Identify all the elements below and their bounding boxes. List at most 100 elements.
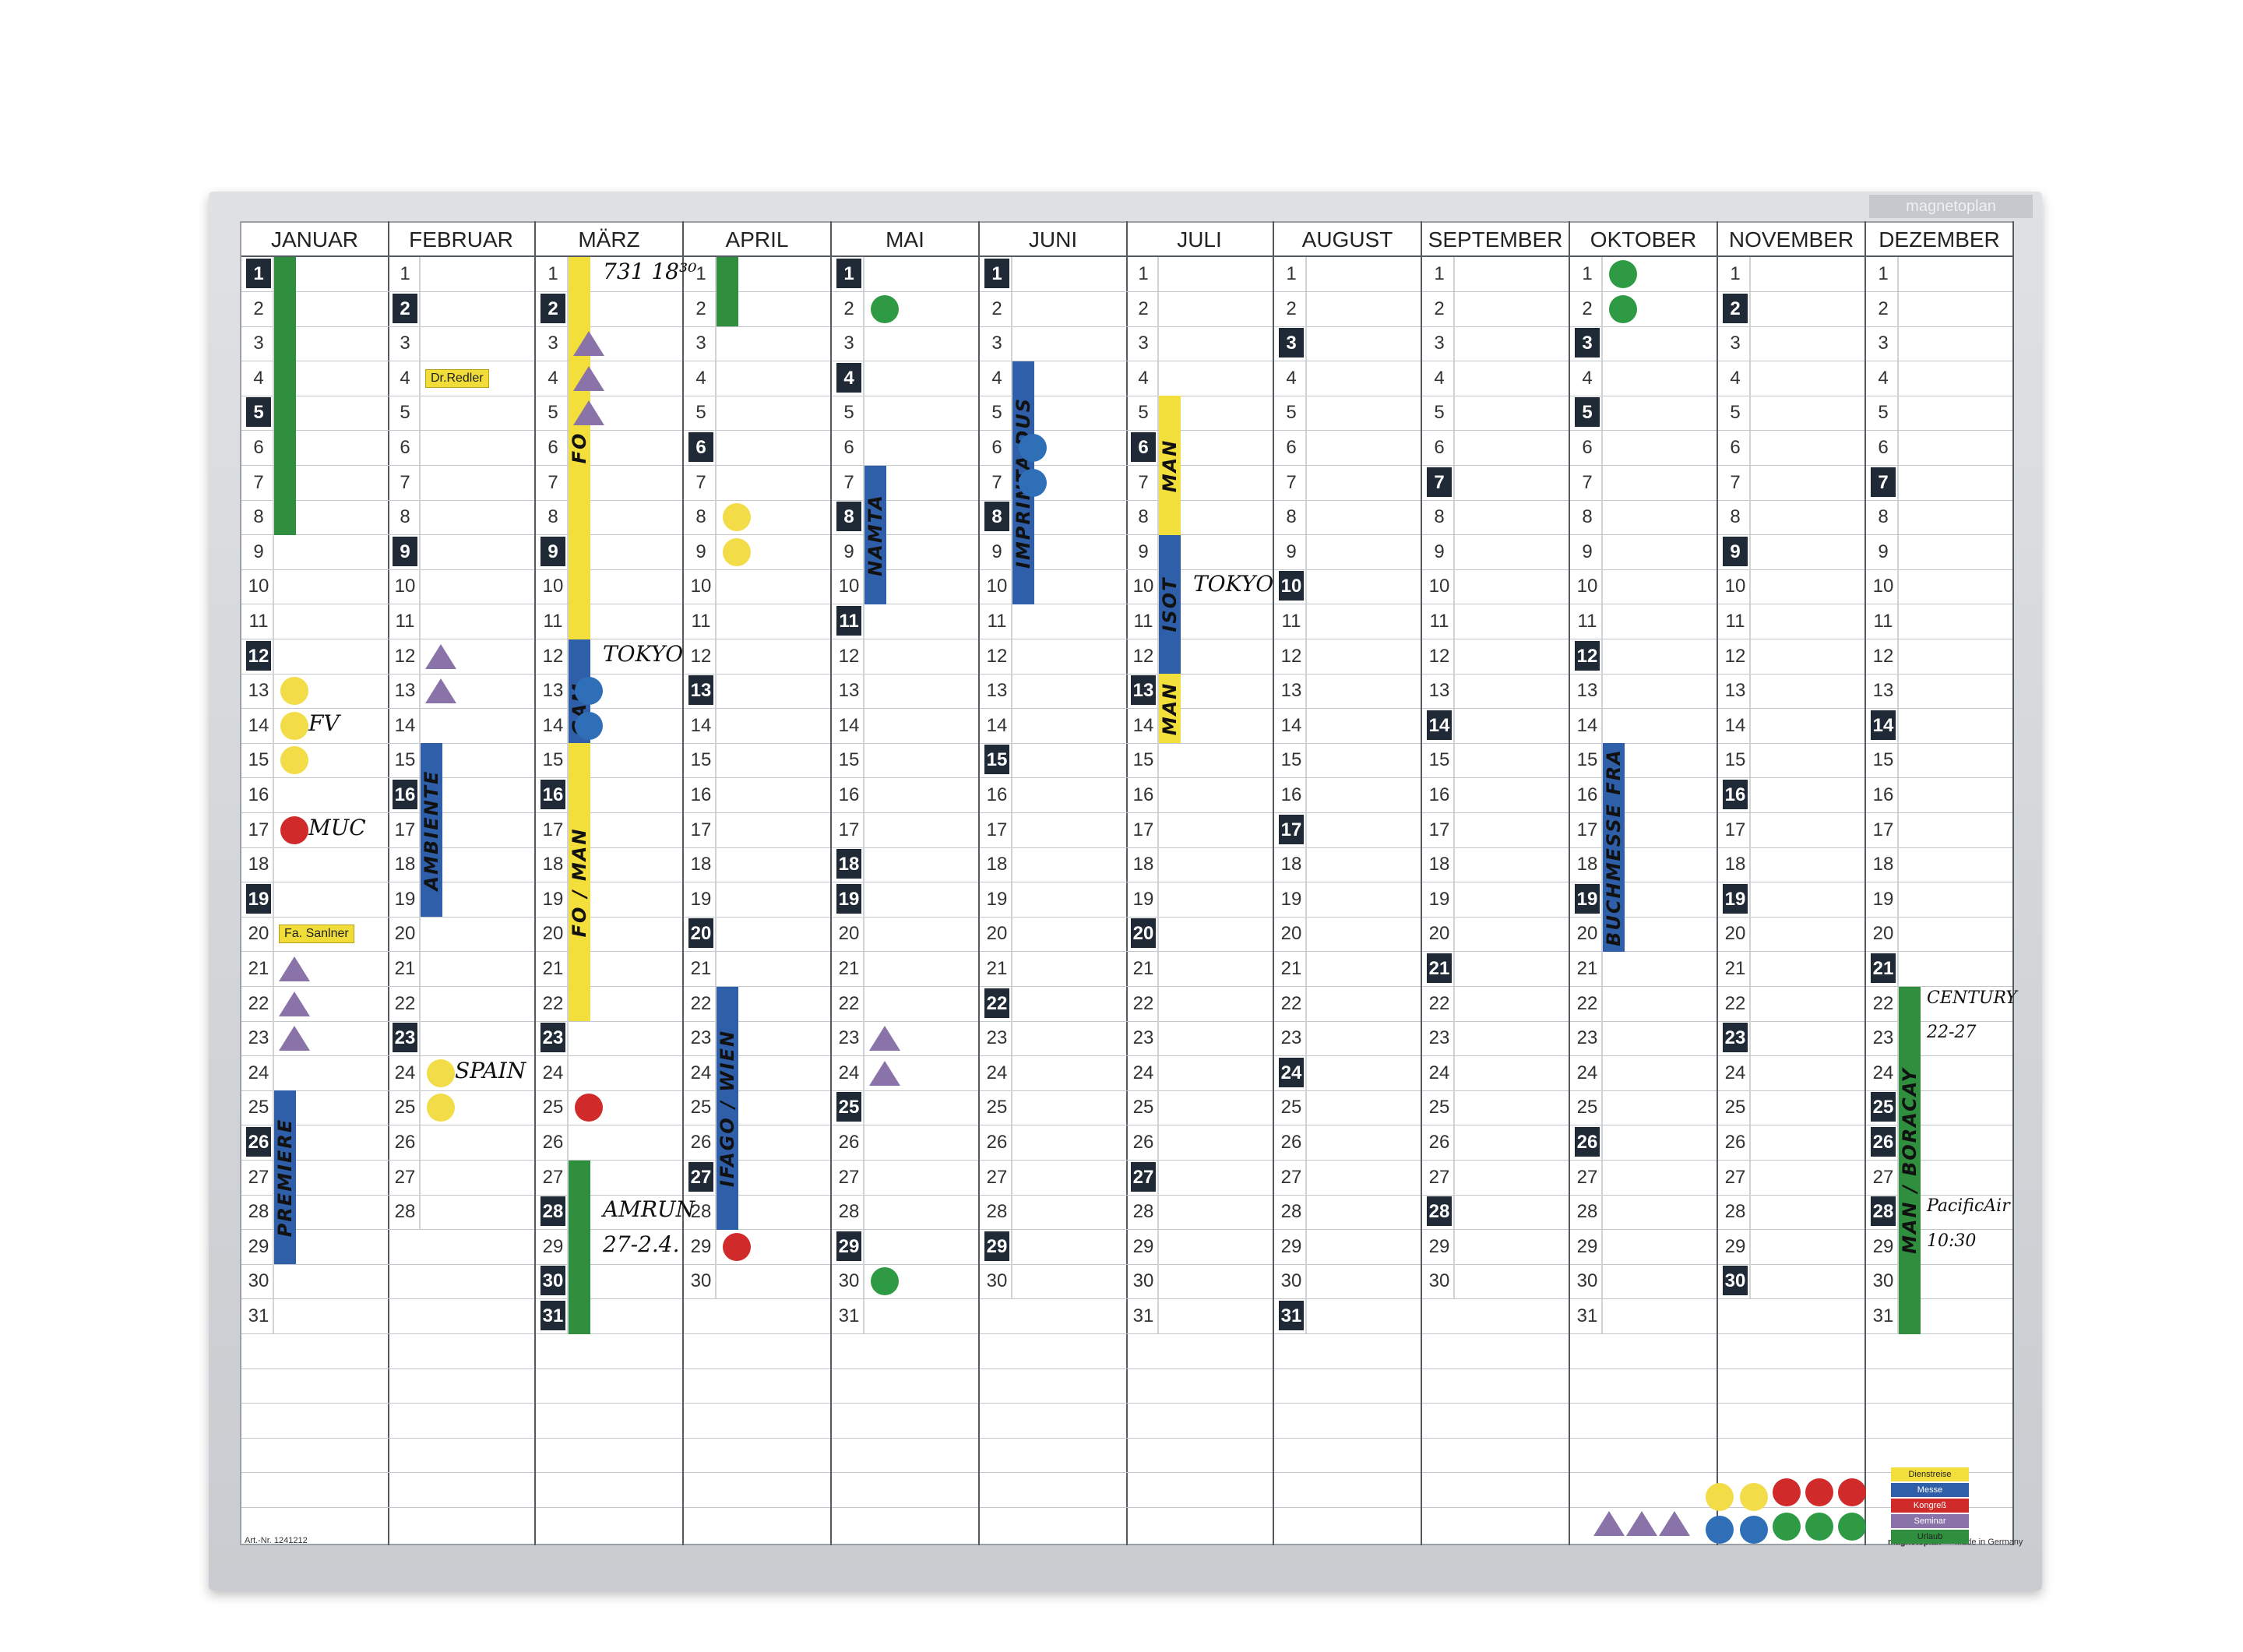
day-row[interactable]: 28 [1866, 1195, 2012, 1231]
day-row[interactable]: 24 [536, 1055, 682, 1091]
day-row[interactable]: 16 [241, 778, 388, 813]
day-row[interactable]: 12 [1274, 639, 1421, 675]
day-row[interactable]: 29 [980, 1229, 1126, 1265]
round-magnet[interactable] [575, 711, 603, 740]
event-bar[interactable]: NAMTA [864, 465, 886, 604]
day-row[interactable]: 6 [980, 431, 1126, 466]
day-row[interactable]: 23 [832, 1021, 978, 1057]
day-row[interactable]: 10 [1718, 569, 1864, 605]
day-row[interactable]: 30 [1422, 1264, 1569, 1300]
spare-round-magnet[interactable] [1773, 1478, 1801, 1506]
day-row[interactable]: 19 [832, 882, 978, 918]
day-row[interactable]: 18 [980, 847, 1126, 883]
day-row[interactable]: 25 [1422, 1090, 1569, 1126]
day-row[interactable]: 18 [1422, 847, 1569, 883]
round-magnet[interactable] [723, 503, 751, 532]
day-row[interactable]: 25 [980, 1090, 1126, 1126]
day-row[interactable]: 14 [980, 708, 1126, 744]
day-row[interactable]: 19 [241, 882, 388, 918]
day-row[interactable]: 26 [1866, 1125, 2012, 1161]
day-row[interactable]: 17 [1718, 812, 1864, 848]
day-row[interactable]: 7 [536, 465, 682, 501]
day-row[interactable]: 25 [684, 1090, 830, 1126]
spare-round-magnet[interactable] [1805, 1478, 1833, 1506]
name-label-magnet[interactable]: Dr.Redler [425, 368, 489, 388]
round-magnet[interactable] [575, 1094, 603, 1122]
triangle-magnet[interactable] [869, 1060, 900, 1086]
event-bar[interactable]: AMBIENTE [421, 743, 442, 918]
day-row[interactable]: 18 [1718, 847, 1864, 883]
day-row[interactable]: 7 [1126, 465, 1273, 501]
day-row[interactable]: 26 [1718, 1125, 1864, 1161]
day-row[interactable]: 26 [241, 1125, 388, 1161]
day-row[interactable]: 8 [536, 500, 682, 536]
day-row[interactable]: 14 [684, 708, 830, 744]
round-magnet[interactable] [871, 1267, 899, 1296]
day-row[interactable]: 9 [536, 534, 682, 570]
day-row[interactable]: 9 [241, 534, 388, 570]
day-row[interactable]: 29 [832, 1229, 978, 1265]
day-row[interactable]: 12 [1718, 639, 1864, 675]
day-row[interactable]: 22 [832, 986, 978, 1022]
day-row[interactable]: 31 [832, 1299, 978, 1334]
day-row[interactable]: 1 [1126, 257, 1273, 292]
day-row[interactable]: 26 [1422, 1125, 1569, 1161]
day-row[interactable]: 23 [388, 1021, 534, 1057]
day-row[interactable]: 18 [536, 847, 682, 883]
round-magnet[interactable] [280, 815, 308, 844]
day-row[interactable]: 24 [1718, 1055, 1864, 1091]
day-row[interactable]: 20 [536, 917, 682, 953]
day-row[interactable]: 2 [388, 291, 534, 327]
day-row[interactable]: 10 [980, 569, 1126, 605]
day-row[interactable]: 29 [1718, 1229, 1864, 1265]
day-row[interactable]: 14 [1422, 708, 1569, 744]
day-row[interactable]: 21 [1126, 952, 1273, 987]
day-row[interactable]: 31 [536, 1299, 682, 1334]
day-row[interactable]: 22 [684, 986, 830, 1022]
round-magnet[interactable] [280, 746, 308, 775]
day-row[interactable]: 22 [1866, 986, 2012, 1022]
round-magnet[interactable] [1019, 468, 1047, 497]
day-row[interactable]: 28 [684, 1195, 830, 1231]
day-row[interactable]: 7 [1866, 465, 2012, 501]
day-row[interactable]: 8 [1570, 500, 1717, 536]
event-bar[interactable]: MAN [1159, 674, 1181, 744]
day-row[interactable]: 25 [832, 1090, 978, 1126]
day-row[interactable]: 7 [388, 465, 534, 501]
day-row[interactable]: 12 [1570, 639, 1717, 675]
triangle-magnet[interactable] [425, 643, 456, 669]
triangle-magnet[interactable] [573, 365, 604, 391]
day-row[interactable]: 28 [1126, 1195, 1273, 1231]
day-row[interactable]: 21 [1570, 952, 1717, 987]
day-row[interactable]: 4 [980, 361, 1126, 396]
day-row[interactable]: 31 [1570, 1299, 1717, 1334]
day-row[interactable]: 19 [388, 882, 534, 918]
day-row[interactable]: 23 [1866, 1021, 2012, 1057]
day-row[interactable]: 3 [1866, 326, 2012, 362]
day-row[interactable]: 25 [1274, 1090, 1421, 1126]
day-row[interactable]: 5 [241, 396, 388, 431]
day-row[interactable]: 29 [1570, 1229, 1717, 1265]
day-row[interactable]: 29 [684, 1229, 830, 1265]
day-row[interactable]: 19 [1422, 882, 1569, 918]
day-row[interactable]: 27 [832, 1160, 978, 1196]
day-row[interactable]: 12 [1866, 639, 2012, 675]
day-row[interactable]: 28 [1274, 1195, 1421, 1231]
day-row[interactable]: 2 [684, 291, 830, 327]
day-row[interactable]: 6 [1274, 431, 1421, 466]
day-row[interactable]: 25 [241, 1090, 388, 1126]
day-row[interactable]: 17 [536, 812, 682, 848]
day-row[interactable]: 13 [980, 674, 1126, 710]
day-row[interactable]: 12 [388, 639, 534, 675]
day-row[interactable]: 8 [1274, 500, 1421, 536]
day-row[interactable]: 25 [1866, 1090, 2012, 1126]
day-row[interactable]: 15 [536, 743, 682, 779]
day-row[interactable]: 4 [1274, 361, 1421, 396]
day-row[interactable]: 19 [684, 882, 830, 918]
day-row[interactable]: 5 [980, 396, 1126, 431]
day-row[interactable]: 3 [388, 326, 534, 362]
day-row[interactable]: 3 [980, 326, 1126, 362]
day-row[interactable]: 30 [1570, 1264, 1717, 1300]
day-row[interactable]: 15 [1274, 743, 1421, 779]
day-row[interactable]: 30 [1274, 1264, 1421, 1300]
